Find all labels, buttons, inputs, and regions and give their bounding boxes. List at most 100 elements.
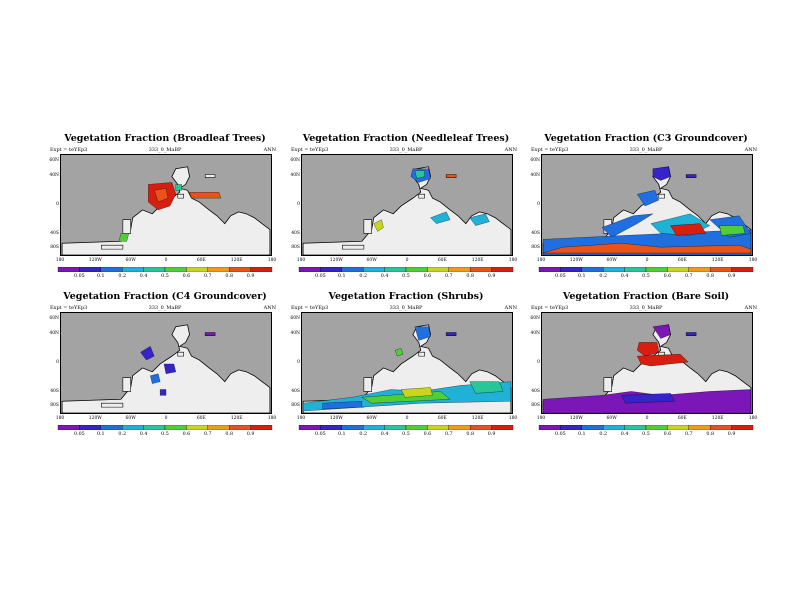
island xyxy=(101,402,124,408)
lon-tick-label: 0 xyxy=(164,416,168,421)
panel-c3-groundcover: Vegetation Fraction (C3 Groundcover) Expt… xyxy=(530,133,761,285)
land-mask xyxy=(302,166,512,255)
vegetation-patch xyxy=(446,332,457,336)
lat-tick-label: 0 xyxy=(297,360,300,365)
lon-tick-label: 60E xyxy=(437,258,447,263)
experiment-label: Expt = teYEp3 xyxy=(291,147,329,153)
vegetation-patch xyxy=(140,346,155,361)
colorbar-tick-label: 0.4 xyxy=(620,432,629,437)
colorbar-tick-label: 0.6 xyxy=(663,432,672,437)
vegetation-patch xyxy=(414,326,431,341)
colorbar-segment xyxy=(560,425,582,430)
colorbar-segment xyxy=(491,267,514,272)
lat-tick-label: 40S xyxy=(50,231,59,236)
island xyxy=(177,351,184,357)
colorbar-tick-label: 0.9 xyxy=(246,432,255,437)
panel-title: Vegetation Fraction (Shrubs) xyxy=(328,291,484,302)
colorbar-segment xyxy=(164,267,187,272)
panel-title: Vegetation Fraction (Broadleaf Trees) xyxy=(64,133,266,144)
colorbar-tick-label: 0.7 xyxy=(203,432,212,437)
colorbar-segment xyxy=(57,425,80,430)
vegetation-patch xyxy=(652,324,671,339)
colorbar-tick-label: 0.5 xyxy=(642,432,650,437)
experiment-label: Expt = teYEp3 xyxy=(531,305,569,311)
lon-tick-label: 120E xyxy=(711,258,724,263)
lat-tick-label: 40S xyxy=(291,389,300,394)
lon-tick-label: 120W xyxy=(569,416,583,421)
lat-tick-label: 0 xyxy=(56,360,59,365)
lon-tick-label: 120E xyxy=(711,416,724,421)
lon-tick-label: 120E xyxy=(471,258,484,263)
panel-bare-soil: Vegetation Fraction (Bare Soil) Expt = te… xyxy=(530,291,761,443)
colorbar-segment xyxy=(624,425,647,430)
lon-tick-label: 0 xyxy=(405,416,409,421)
lon-tick-label: 0 xyxy=(405,258,409,263)
season-label: ANN xyxy=(504,305,517,311)
season-label: ANN xyxy=(744,305,757,311)
vegetation-patch xyxy=(446,174,457,178)
colorbar-segment xyxy=(448,267,471,272)
island xyxy=(418,193,425,199)
colorbar-tick-label: 0.7 xyxy=(684,432,693,437)
colorbar-segment xyxy=(79,267,101,272)
run-label: 333_0_MaBP xyxy=(629,305,663,311)
lon-tick-label: 60E xyxy=(437,416,447,421)
lon-tick-label: 60W xyxy=(366,416,377,421)
land-mask xyxy=(542,324,752,413)
colorbar-tick-label: 0.8 xyxy=(706,432,715,437)
colorbar-segment xyxy=(645,425,668,430)
colorbar-segment xyxy=(229,267,251,272)
colorbar-segment xyxy=(731,425,754,430)
colorbar-tick-label: 0.2 xyxy=(118,432,127,437)
colorbar-tick-label: 0.5 xyxy=(402,432,410,437)
lon-tick-label: 120E xyxy=(230,416,243,421)
lat-tick-label: 40N xyxy=(290,173,300,178)
colorbar-tick-label: 0.05 xyxy=(315,274,326,279)
panel-title: Vegetation Fraction (Needleleaf Trees) xyxy=(302,133,510,144)
vegetation-patch xyxy=(670,223,707,236)
vegetation-patch xyxy=(719,225,746,236)
panel-needleleaf-trees: Vegetation Fraction (Needleleaf Trees) Ex… xyxy=(290,133,521,285)
colorbar-tick-label: 0.05 xyxy=(74,274,85,279)
panel-shrubs: Vegetation Fraction (Shrubs) Expt = teYEp… xyxy=(290,291,521,443)
panel-title: Vegetation Fraction (C3 Groundcover) xyxy=(544,133,748,144)
colorbar-segment xyxy=(581,267,604,272)
lon-tick-label: 60E xyxy=(677,416,687,421)
colorbar-segment xyxy=(341,425,364,430)
lon-tick-label: 120W xyxy=(569,258,583,263)
vegetation-patch xyxy=(636,190,659,207)
panel-title: Vegetation Fraction (C4 Groundcover) xyxy=(63,291,267,302)
experiment-label: Expt = teYEp3 xyxy=(531,147,569,153)
colorbar-segment xyxy=(186,267,208,272)
lon-tick-label: 120W xyxy=(329,258,343,263)
vegetation-patch xyxy=(373,219,384,232)
colorbar xyxy=(52,267,278,272)
lat-tick-label: 40S xyxy=(531,231,540,236)
colorbar-tick-label: 0.9 xyxy=(727,274,736,279)
vegetation-patch xyxy=(469,213,490,226)
colorbar-segment xyxy=(320,425,342,430)
lon-tick-label: 180 xyxy=(55,258,65,263)
vegetation-patch xyxy=(543,243,752,254)
colorbar-tick-label: 0.7 xyxy=(444,432,453,437)
colorbar-tick-label: 0.4 xyxy=(380,274,389,279)
lon-tick-label: 0 xyxy=(164,258,168,263)
lon-tick-label: 180 xyxy=(55,416,65,421)
lon-tick-label: 120E xyxy=(471,416,484,421)
lon-tick-label: 120W xyxy=(88,258,102,263)
colorbar-segment xyxy=(186,425,208,430)
island xyxy=(101,244,124,250)
colorbar-tick-label: 0.2 xyxy=(599,274,608,279)
experiment-label: Expt = teYEp3 xyxy=(50,147,88,153)
island xyxy=(418,351,425,357)
island xyxy=(658,193,665,199)
island xyxy=(177,193,184,199)
colorbar-segment xyxy=(538,425,561,430)
colorbar-tick-label: 0.9 xyxy=(487,274,496,279)
colorbar-segment xyxy=(688,425,711,430)
colorbar-segment xyxy=(79,425,101,430)
colorbar-segment xyxy=(363,425,385,430)
colorbar-tick-label: 0.2 xyxy=(359,432,368,437)
lat-tick-label: 40N xyxy=(290,331,300,336)
vegetation-patch xyxy=(637,342,659,357)
